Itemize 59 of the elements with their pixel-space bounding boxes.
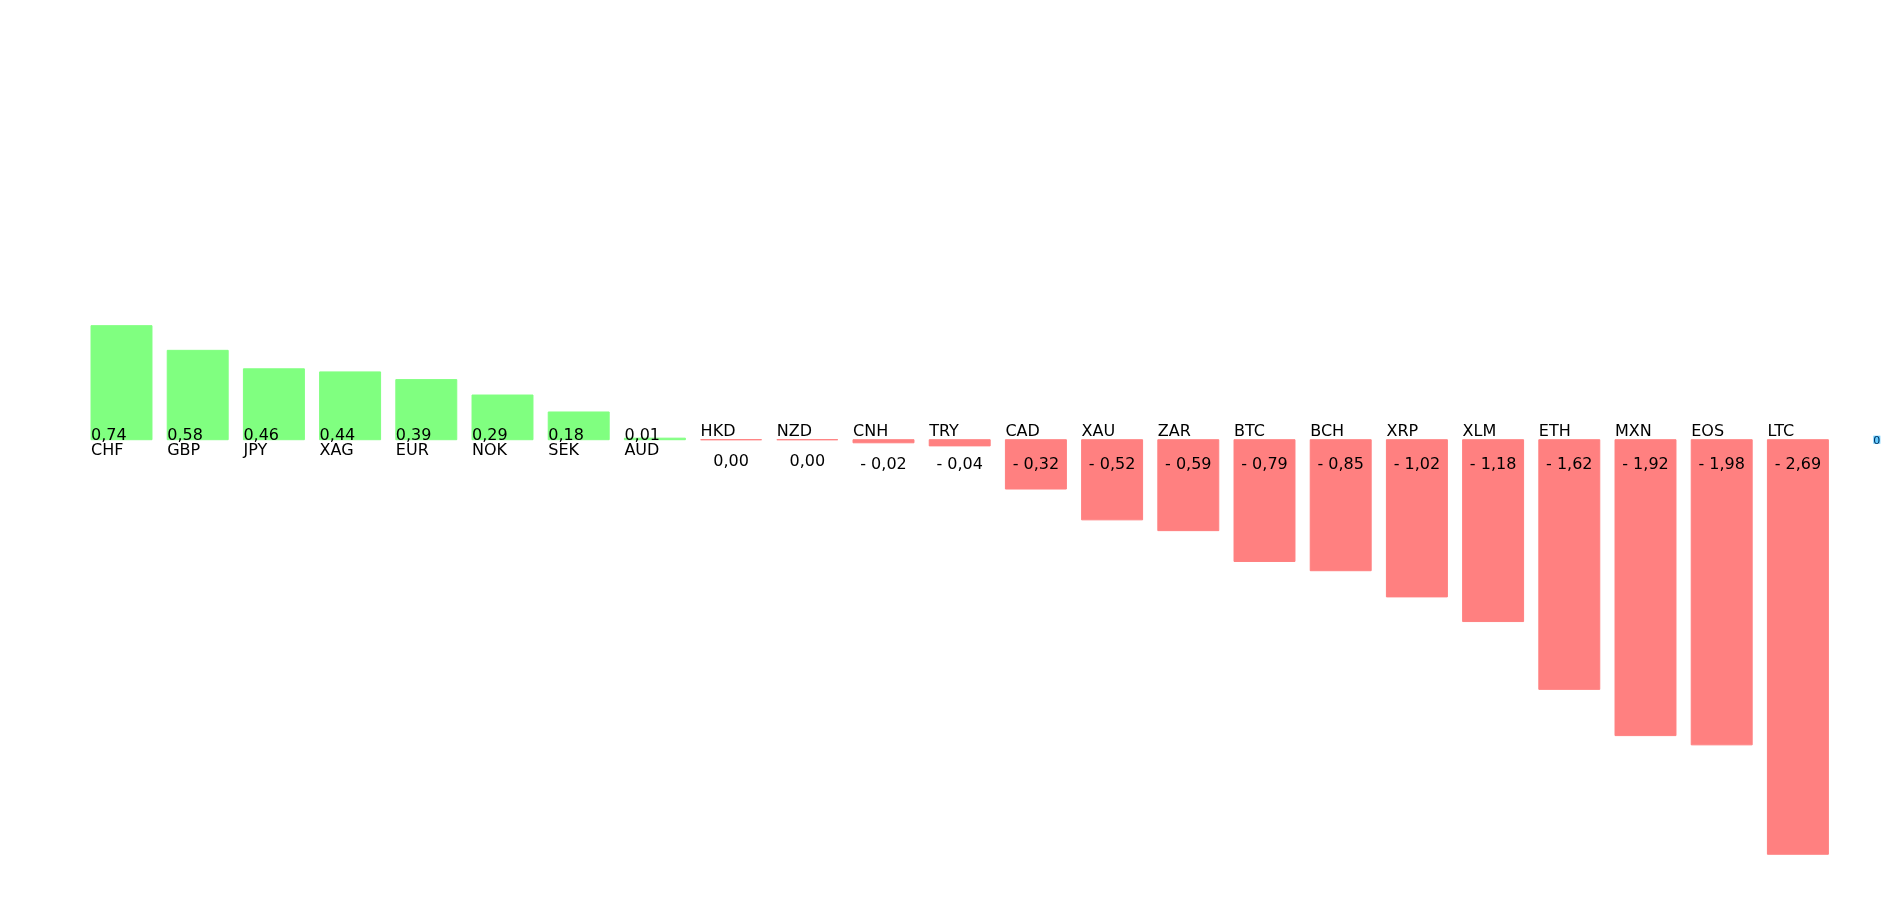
data-label: 0,00	[713, 450, 749, 470]
x-tick-label: CNH	[853, 420, 889, 440]
data-label: - 1,02	[1393, 453, 1441, 473]
bar	[1157, 439, 1220, 532]
bar	[852, 439, 915, 444]
bar	[1538, 439, 1601, 690]
x-tick-label: ETH	[1538, 420, 1571, 440]
data-label: - 1,92	[1622, 453, 1669, 473]
bar	[1233, 439, 1296, 562]
data-label: - 0,32	[1012, 453, 1060, 473]
x-tick-label: NZD	[776, 420, 813, 440]
data-label: 0,29	[472, 424, 508, 444]
x-tick-label: CAD	[1005, 420, 1040, 440]
data-label: 0,44	[319, 424, 356, 444]
bar	[1690, 439, 1753, 746]
bar	[471, 394, 534, 441]
bar	[242, 368, 305, 441]
bar	[1004, 439, 1067, 490]
data-label: 0,18	[548, 424, 584, 444]
data-label: 0,39	[395, 424, 432, 444]
bar	[1462, 439, 1525, 623]
bar	[1309, 439, 1372, 572]
x-tick-label: TRY	[928, 420, 960, 440]
data-label: - 0,79	[1241, 453, 1288, 473]
x-tick-label: XRP	[1386, 420, 1419, 440]
bar	[1385, 439, 1448, 598]
data-label: 0,74	[91, 424, 127, 444]
data-label: - 0,85	[1317, 453, 1364, 473]
bar	[928, 439, 991, 447]
data-label: - 0,59	[1165, 453, 1212, 473]
bar	[319, 371, 382, 441]
data-label: - 2,69	[1774, 453, 1822, 473]
bar	[395, 379, 458, 441]
data-label: 0,00	[789, 450, 826, 470]
data-label: - 0,04	[936, 453, 983, 473]
x-tick-label: EOS	[1691, 420, 1725, 440]
data-label: 0,58	[167, 424, 203, 444]
x-tick-label: HKD	[700, 420, 736, 440]
x-tick-label: ZAR	[1157, 420, 1191, 440]
x-tick-label: BCH	[1310, 420, 1345, 440]
x-tick-label: LTC	[1767, 420, 1795, 440]
data-label: 0,46	[243, 424, 280, 444]
data-label: - 1,62	[1546, 453, 1593, 473]
bar	[1081, 439, 1144, 521]
x-tick-label: XAU	[1081, 420, 1116, 440]
data-label: - 0,02	[860, 453, 907, 473]
data-label: - 0,52	[1088, 453, 1136, 473]
bar	[90, 325, 153, 441]
x-tick-label: MXN	[1615, 420, 1652, 440]
data-label: 0,01	[624, 424, 661, 444]
data-label: - 1,18	[1469, 453, 1517, 473]
data-label: - 1,98	[1698, 453, 1745, 473]
x-tick-label: XLM	[1462, 420, 1497, 440]
text: 0	[1873, 433, 1881, 447]
bar	[547, 411, 610, 441]
bar	[1766, 439, 1829, 855]
bar	[166, 349, 229, 441]
bar	[1614, 439, 1677, 737]
x-tick-label: BTC	[1234, 420, 1265, 440]
